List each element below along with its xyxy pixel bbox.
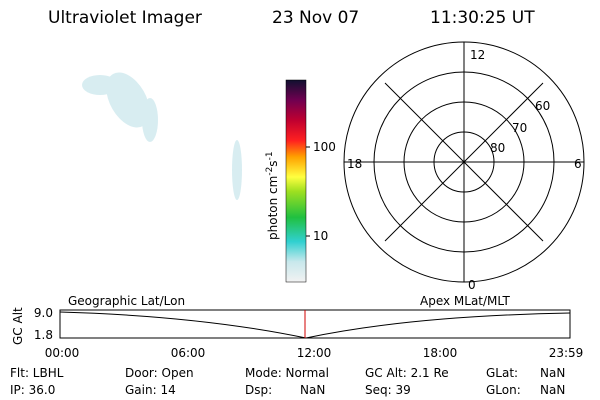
colorbar: [285, 79, 307, 283]
info-field: Gain: 14: [125, 383, 176, 397]
info-field: IP: 36.0: [10, 383, 55, 397]
info-field: Mode: Normal: [245, 366, 329, 380]
x-tick-label: 18:00: [423, 346, 458, 360]
unit-part: s: [266, 160, 280, 166]
info-field: Flt: LBHL: [10, 366, 64, 380]
timeline-title: Apex MLat/MLT: [420, 294, 510, 308]
unit-sup: -2: [265, 167, 275, 176]
ring-label: 70: [512, 121, 527, 135]
axis-label: GC Alt: [11, 307, 25, 345]
y-tick-label: 9.0: [34, 306, 53, 320]
x-tick-label: 12:00: [297, 346, 332, 360]
hour-label: 18: [347, 157, 362, 171]
unit-sup: -1: [265, 151, 275, 160]
info-value: NaN: [300, 383, 325, 397]
x-tick-label: 06:00: [171, 346, 206, 360]
altitude-curve: [59, 311, 571, 339]
unit-part: photon cm: [266, 176, 280, 240]
emission: [106, 72, 150, 128]
y-tick-label: 1.8: [34, 328, 53, 342]
info-field: GC Alt: 2.1 Re: [365, 366, 449, 380]
meridian: [384, 82, 544, 242]
info-value: NaN: [540, 366, 565, 380]
info-label: Dsp:: [245, 383, 272, 397]
title: Ultraviolet Imager: [48, 8, 202, 28]
info-field: Door: Open: [125, 366, 194, 380]
hour-label: 12: [470, 48, 485, 62]
date: 23 Nov 07: [272, 8, 359, 28]
auroral-image: [82, 72, 242, 200]
info-value: NaN: [540, 383, 565, 397]
hour-label: 0: [468, 278, 476, 292]
x-tick-label: 23:59: [549, 346, 584, 360]
emission: [232, 140, 242, 200]
ring-label: 80: [490, 141, 505, 155]
timeline-frame: [59, 309, 571, 339]
colorbar-label: 10: [313, 229, 328, 243]
timeline-title: Geographic Lat/Lon: [68, 294, 185, 308]
polar-grid: [343, 41, 585, 283]
colorbar-unit: photon cm-2s-1: [265, 151, 280, 240]
x-tick-label: 00:00: [45, 346, 80, 360]
info-label: GLon:: [486, 383, 521, 397]
info-field: Seq: 39: [365, 383, 411, 397]
time: 11:30:25 UT: [430, 8, 535, 28]
colorbar-label: 100: [313, 140, 336, 154]
ring-label: 60: [535, 99, 550, 113]
emission: [142, 98, 158, 142]
hour-label: 6: [574, 157, 582, 171]
info-label: GLat:: [486, 366, 518, 380]
